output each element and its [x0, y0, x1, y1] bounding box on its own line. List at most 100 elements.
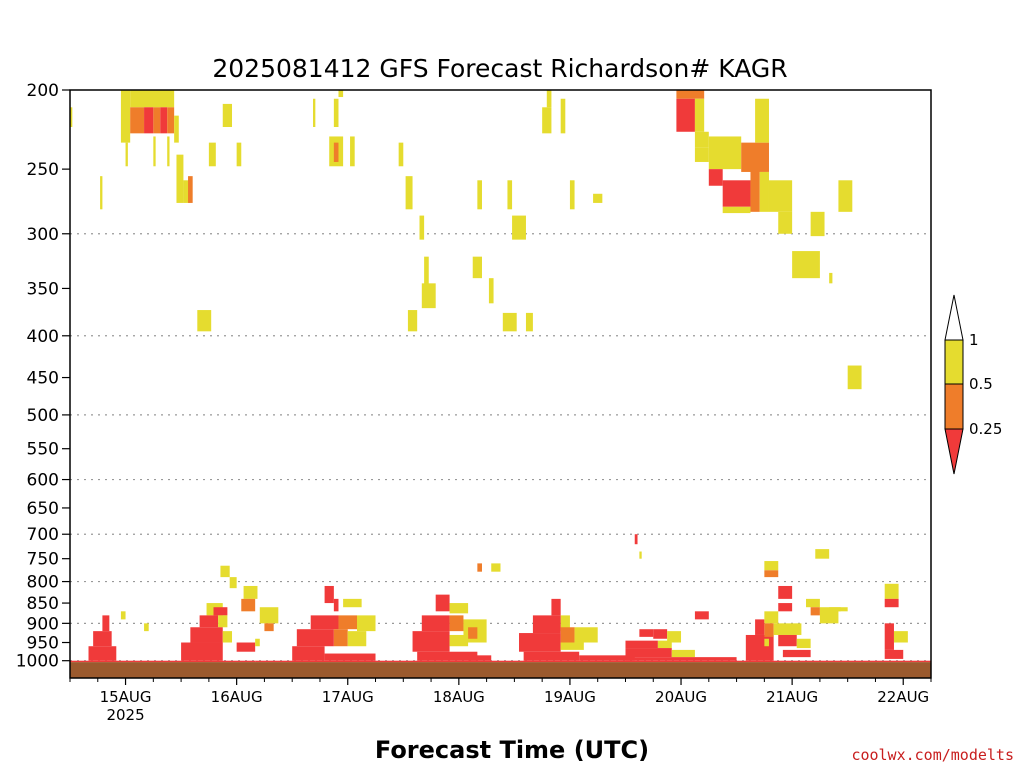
ytick-label-600: 600	[27, 471, 59, 491]
cell-70	[815, 549, 830, 559]
cell-29	[424, 256, 429, 289]
cell-80	[222, 631, 233, 643]
cell-15	[100, 176, 103, 210]
xtick-label-0: 15AUG	[100, 688, 152, 706]
cell-139	[829, 607, 841, 612]
cell-16	[222, 103, 233, 128]
cell-109	[532, 615, 561, 634]
cell-123	[625, 657, 737, 661]
cell-128	[764, 623, 774, 637]
cell-60	[810, 211, 825, 237]
cell-38	[525, 312, 533, 332]
cell-108	[560, 615, 570, 632]
cell-40	[542, 107, 552, 134]
colorbar: 1 0.5 0.25	[944, 294, 1002, 475]
cell-87	[333, 598, 339, 612]
ytick-label-400: 400	[27, 327, 59, 347]
cell-149	[120, 611, 126, 620]
colorbar-label-2: 0.25	[969, 420, 1002, 438]
cell-127	[764, 611, 779, 624]
cell-61	[838, 180, 853, 212]
cell-92	[296, 629, 334, 647]
cell-52	[722, 206, 751, 214]
cell-134	[796, 638, 811, 649]
cell-54	[741, 142, 769, 172]
cell-77	[199, 615, 219, 628]
cell-3	[130, 107, 145, 134]
cell-12	[176, 154, 184, 203]
cell-132	[773, 623, 802, 635]
cell-116	[639, 629, 654, 637]
colorbar-lt0.25	[944, 428, 964, 475]
cell-131	[778, 603, 793, 612]
cell-122	[671, 649, 695, 658]
cell-147	[93, 631, 112, 647]
cell-66	[477, 563, 482, 572]
cell-51	[722, 180, 751, 207]
cell-1	[120, 90, 131, 143]
cell-73	[243, 585, 258, 599]
cell-111	[574, 627, 598, 643]
cell-136	[806, 598, 820, 608]
cell-57	[768, 180, 793, 212]
cell-71	[220, 565, 230, 578]
cell-27	[405, 176, 413, 210]
cell-83	[255, 638, 260, 647]
cell-119	[625, 640, 658, 649]
xtick-label-3: 18AUG	[433, 688, 485, 706]
cell-58	[778, 211, 793, 234]
xtick-label-7: 22AUG	[877, 688, 929, 706]
ground-bar	[70, 662, 931, 678]
cell-5	[153, 107, 161, 134]
ytick-label-850: 850	[27, 594, 59, 614]
cell-64	[634, 534, 638, 545]
ytick-label-700: 700	[27, 525, 59, 545]
cell-11	[167, 136, 170, 167]
cell-85	[264, 623, 274, 632]
cell-90	[338, 615, 357, 630]
plot-area	[70, 90, 931, 678]
cell-24	[333, 142, 339, 162]
cell-113	[560, 642, 584, 650]
cell-152	[255, 660, 932, 663]
cell-55	[759, 171, 769, 212]
cell-35	[507, 180, 513, 210]
y-axis-ticks: 200 250 300 350 400 450 500 550 600 650 700 750 8008…	[16, 81, 70, 672]
cell-10	[153, 136, 156, 167]
cell-42	[569, 180, 575, 210]
cell-47	[694, 131, 709, 148]
xtick-label-6: 21AUG	[766, 688, 818, 706]
cell-117	[653, 629, 668, 639]
cell-94	[347, 631, 367, 647]
cell-145	[884, 649, 904, 659]
cell-59	[792, 251, 820, 279]
cell-62	[829, 272, 833, 284]
cell-7	[167, 107, 175, 134]
cell-115	[579, 655, 635, 661]
ytick-label-900: 900	[27, 614, 59, 634]
cell-126	[755, 619, 765, 635]
cell-106	[468, 655, 492, 661]
cell-102	[468, 627, 478, 639]
cell-112	[519, 633, 561, 652]
cell-89	[310, 615, 339, 630]
cell-32	[477, 180, 482, 210]
plot-background	[70, 90, 931, 678]
ytick-label-1000: 1000	[16, 652, 59, 672]
xtick-label-2: 17AUG	[322, 688, 374, 706]
cell-30	[421, 283, 436, 309]
cell-68	[764, 561, 779, 571]
cell-18	[236, 142, 242, 167]
cell-43	[593, 193, 603, 203]
cell-81	[181, 642, 223, 661]
cell-114	[523, 651, 580, 661]
cell-33	[472, 256, 482, 279]
cell-19	[197, 310, 212, 332]
cell-86	[324, 585, 334, 604]
cell-88	[343, 598, 362, 608]
cell-79	[190, 627, 223, 643]
cell-69	[764, 570, 779, 578]
cell-2	[130, 90, 175, 108]
ytick-label-200: 200	[27, 81, 59, 101]
